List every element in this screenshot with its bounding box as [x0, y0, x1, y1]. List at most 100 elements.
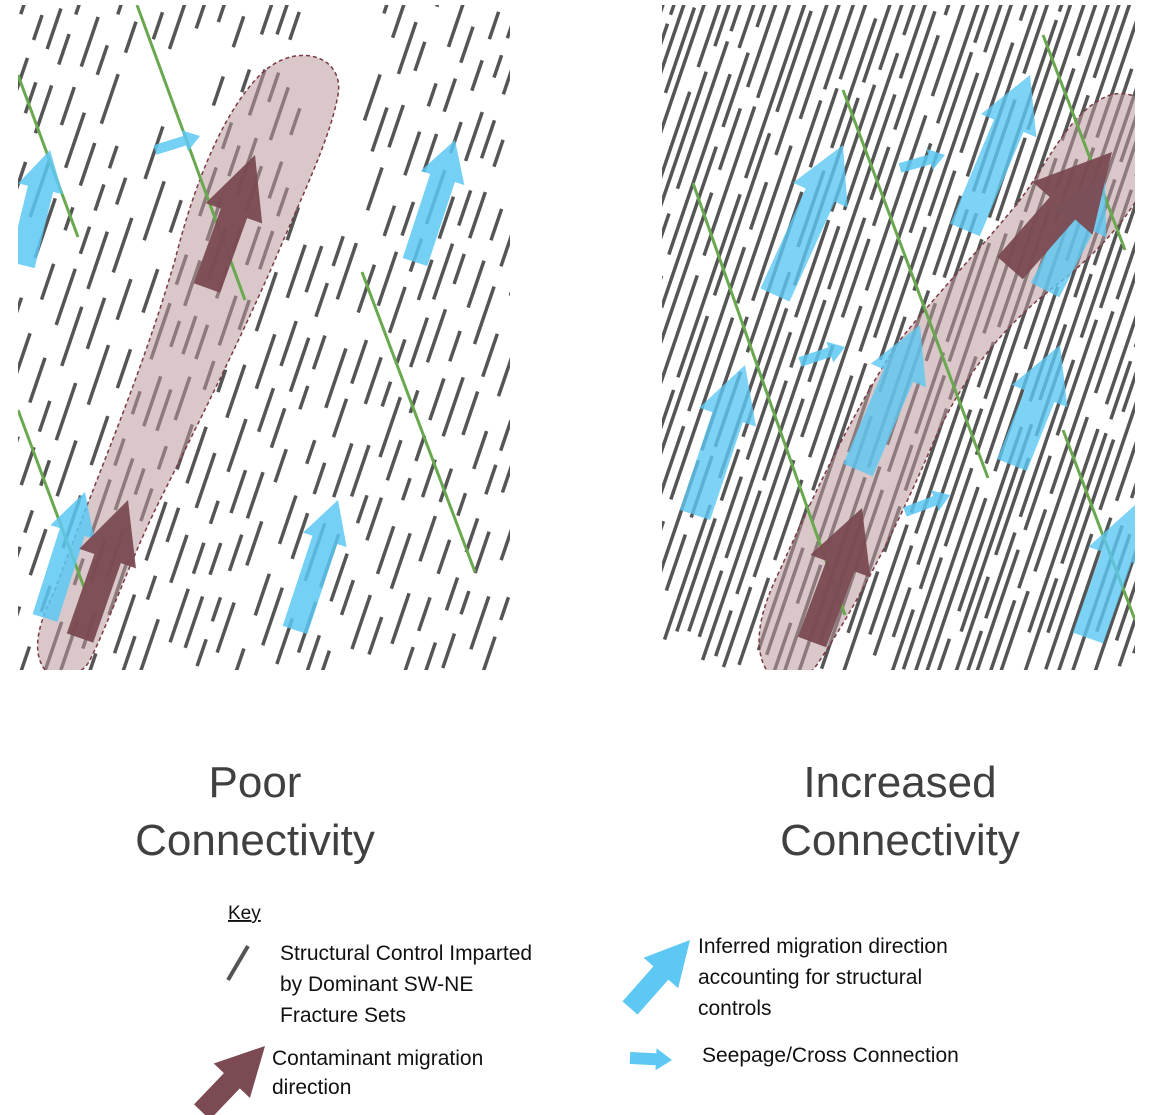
seepage-arrow: [153, 130, 200, 155]
fracture: [1117, 614, 1135, 667]
fracture: [840, 238, 871, 318]
fracture: [515, 81, 523, 104]
fracture: [662, 5, 706, 134]
fracture: [141, 268, 160, 314]
fracture: [609, 488, 640, 579]
fracture: [39, 263, 56, 301]
fracture: [437, 196, 456, 240]
seepage-arrow-icon: [629, 1048, 672, 1071]
fracture: [644, 97, 659, 140]
fracture: [916, 409, 973, 566]
fracture: [1114, 441, 1135, 502]
fracture: [1155, 444, 1175, 526]
fracture: [898, 5, 928, 79]
fracture: [314, 282, 329, 318]
fracture: [39, 459, 52, 487]
fracture: [438, 468, 454, 503]
fracture: [959, 5, 1013, 154]
fracture: [79, 16, 100, 68]
seepage-arrow: [798, 341, 845, 367]
fracture: [304, 245, 324, 293]
fracture: [365, 166, 384, 211]
fracture: [534, 121, 551, 170]
fracture: [461, 391, 480, 436]
fracture: [74, 5, 81, 16]
fracture: [1154, 446, 1172, 498]
fracture: [115, 348, 133, 389]
fracture: [975, 549, 1020, 670]
fracture: [662, 91, 692, 179]
fracture: [976, 341, 996, 388]
fracture: [662, 425, 686, 496]
seepage-arrow: [898, 148, 945, 173]
fracture: [567, 228, 576, 254]
fracture: [18, 257, 19, 259]
fracture: [872, 255, 904, 339]
fracture: [1150, 224, 1175, 403]
fracture: [54, 382, 78, 441]
fracture: [528, 430, 584, 596]
fracture: [18, 332, 32, 375]
fracture: [621, 0, 641, 34]
inferred-arrow: [679, 365, 757, 521]
fracture: [762, 299, 827, 482]
fracture: [370, 106, 389, 153]
fracture: [908, 51, 974, 234]
fracture: [1157, 149, 1175, 212]
fracture: [37, 400, 52, 433]
fracture: [869, 146, 891, 201]
key-label: controls: [698, 997, 772, 1020]
fracture: [31, 14, 44, 41]
fracture: [256, 387, 276, 433]
fracture: [435, 5, 440, 8]
fracture: [234, 647, 246, 670]
fracture: [700, 490, 762, 661]
fault-line: [841, 89, 990, 479]
fracture: [275, 5, 289, 35]
fracture: [576, 349, 593, 399]
fracture: [663, 7, 697, 94]
fracture: [932, 195, 963, 276]
fracture: [662, 274, 699, 385]
fracture: [367, 616, 384, 656]
fracture: [615, 72, 630, 116]
fracture: [424, 641, 438, 670]
inferred-arrow: [402, 140, 465, 267]
fracture: [893, 10, 937, 131]
fracture: [298, 385, 310, 410]
fracture: [139, 618, 160, 670]
fracture: [901, 557, 944, 670]
fracture: [253, 573, 271, 616]
key-label: Contaminant migration: [272, 1047, 483, 1070]
fracture: [522, 289, 535, 328]
fracture: [470, 59, 484, 92]
fracture: [1014, 5, 1086, 207]
left-panel: [18, 0, 676, 670]
fracture: [469, 591, 496, 670]
fracture: [1171, 0, 1175, 74]
fracture: [663, 0, 676, 19]
fracture: [349, 444, 371, 497]
fault-line: [1041, 34, 1127, 251]
fracture: [288, 337, 311, 393]
fracture: [168, 588, 190, 643]
fracture: [529, 313, 579, 460]
fracture: [640, 119, 656, 167]
fracture: [546, 496, 609, 682]
fracture: [54, 268, 77, 326]
fracture: [520, 520, 535, 563]
fracture: [625, 95, 637, 132]
fracture: [215, 602, 236, 654]
fracture: [984, 372, 1019, 465]
fracture: [60, 306, 84, 367]
fracture: [111, 217, 134, 274]
fracture: [28, 528, 48, 576]
fracture: [721, 52, 750, 128]
fracture: [501, 69, 510, 95]
fracture: [279, 320, 298, 367]
fracture: [902, 5, 916, 36]
fracture: [1055, 319, 1099, 436]
fracture: [142, 180, 166, 241]
fracture: [613, 379, 649, 484]
